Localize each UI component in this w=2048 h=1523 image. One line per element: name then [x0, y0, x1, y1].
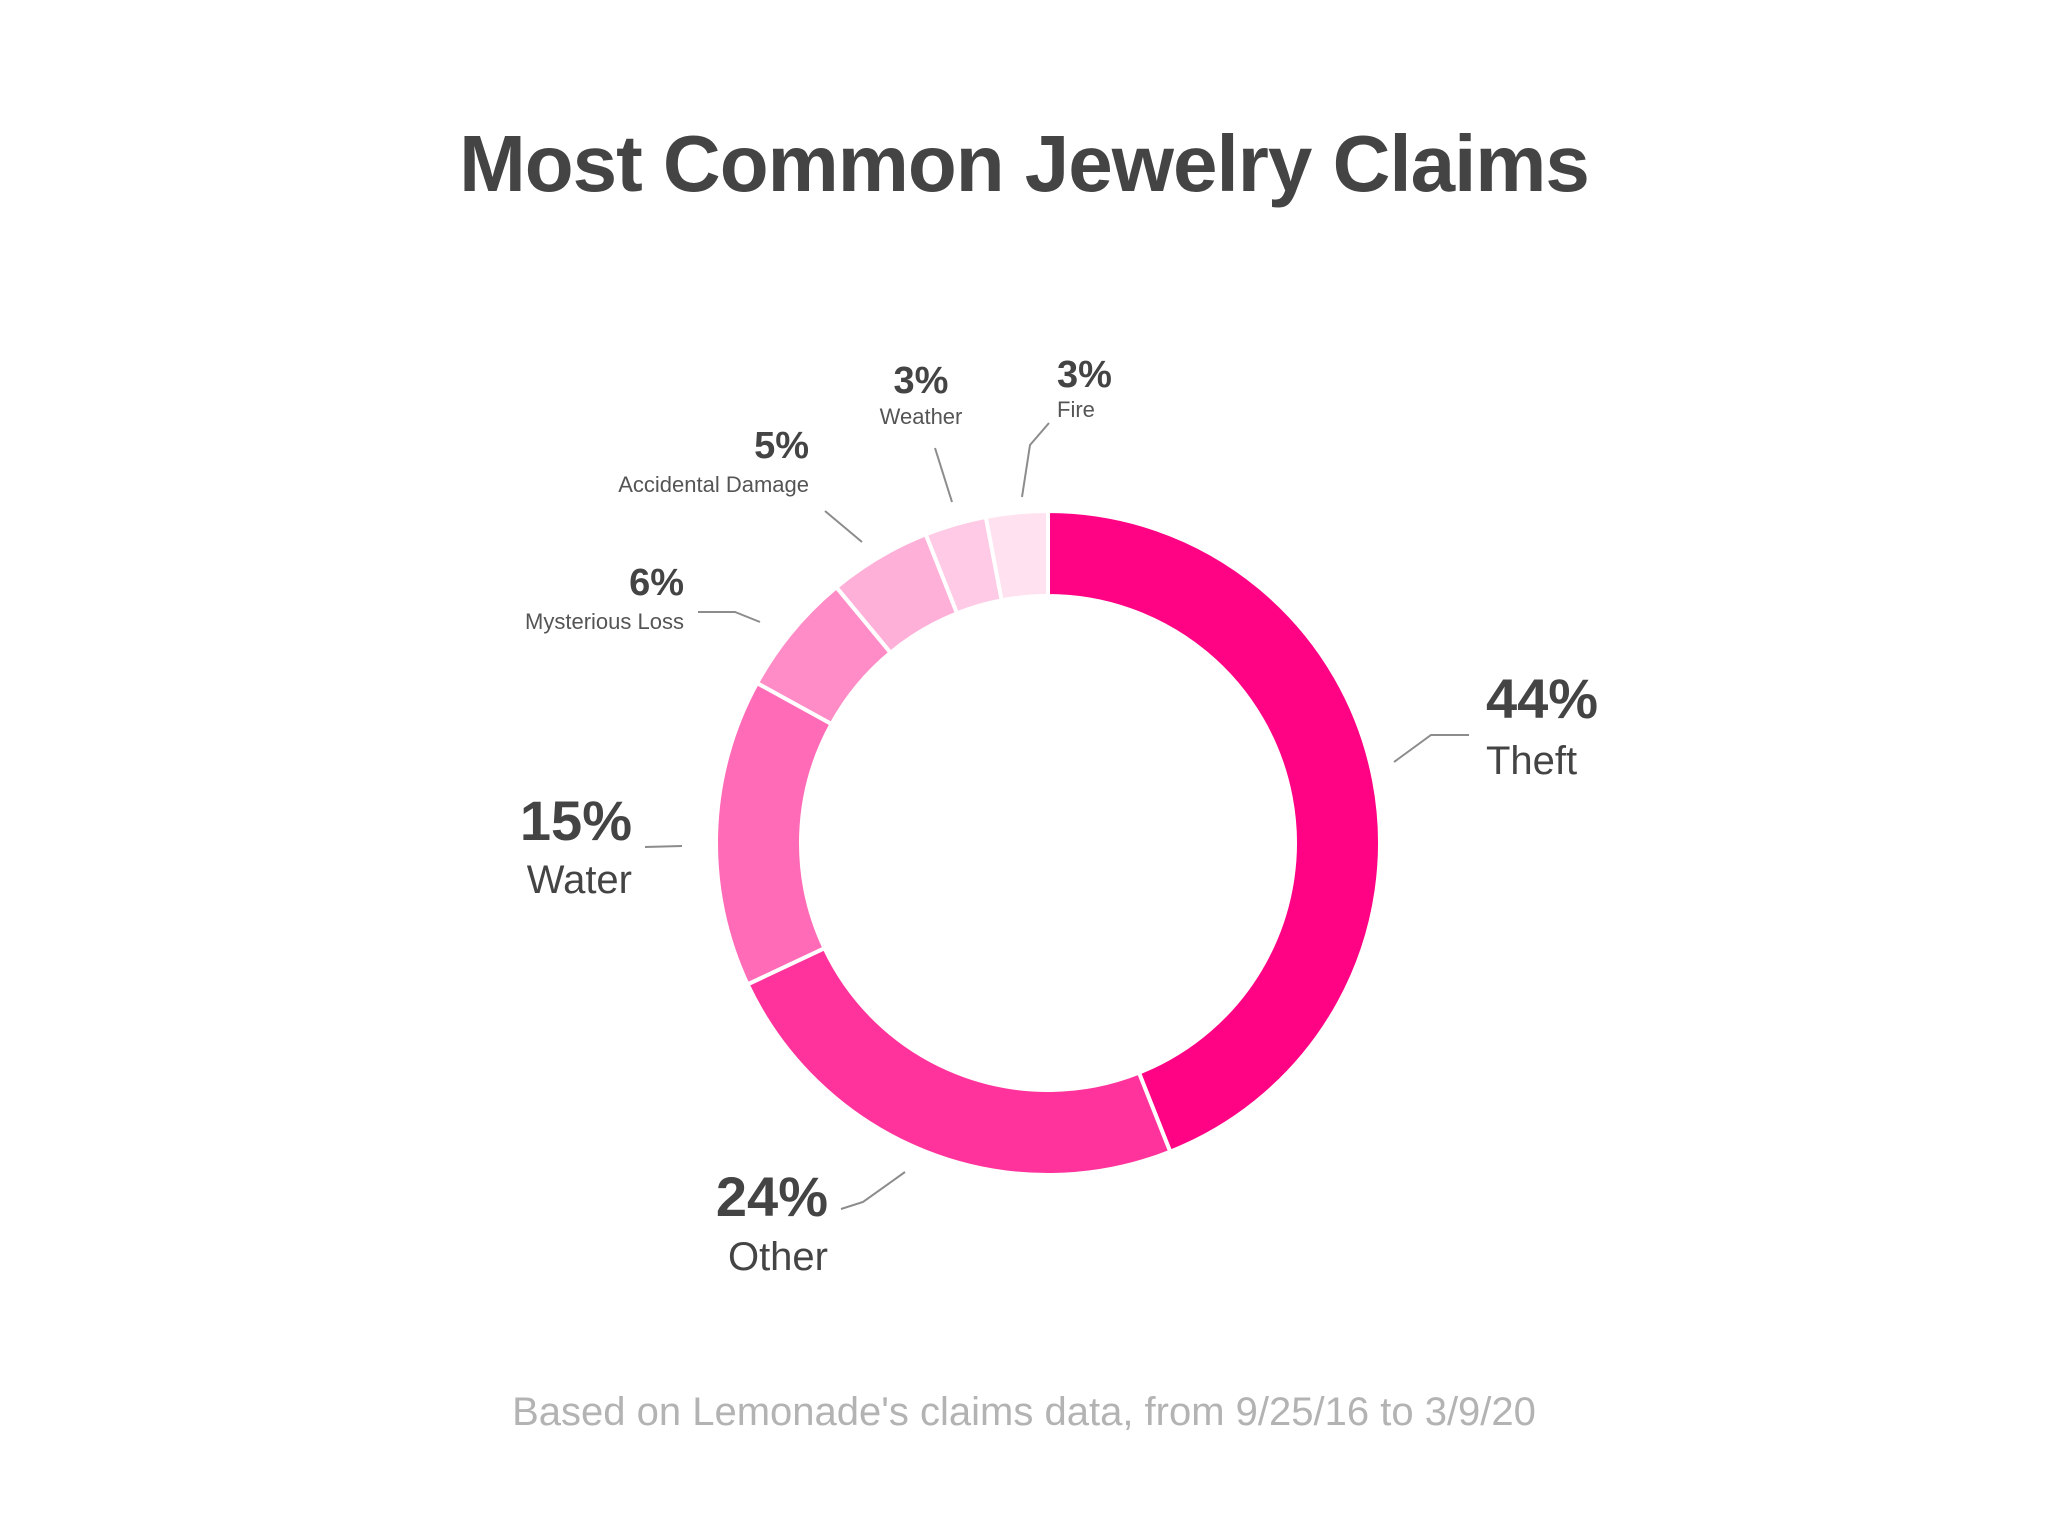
category-label-weather: Weather: [880, 404, 963, 429]
percent-label-theft: 44%: [1486, 667, 1598, 730]
category-label-fire: Fire: [1057, 397, 1095, 422]
slice-water: [714, 680, 835, 988]
category-label-mysterious-loss: Mysterious Loss: [525, 609, 684, 634]
percent-label-water: 15%: [520, 789, 632, 852]
category-label-other: Other: [728, 1235, 828, 1279]
slice-other: [744, 945, 1173, 1177]
leader-line-accidental-damage: [824, 510, 863, 543]
slice-theft: [1046, 508, 1382, 1155]
percent-label-accidental-damage: 5%: [754, 425, 809, 467]
category-label-accidental-damage: Accidental Damage: [618, 472, 809, 497]
slice-fire: [983, 508, 1050, 603]
category-label-theft: Theft: [1486, 739, 1577, 783]
leader-line-water: [644, 845, 683, 848]
chart-title: Most Common Jewelry Claims: [459, 119, 1590, 208]
percent-label-weather: 3%: [894, 360, 949, 402]
percent-label-other: 24%: [716, 1165, 828, 1228]
category-label-water: Water: [527, 858, 632, 902]
slice-labels: 44% Theft 24% Other 15% Water 6% Mysterious Los…: [520, 354, 1598, 1279]
leader-line-mysterious-loss: [698, 611, 761, 623]
leader-line-weather: [934, 447, 953, 503]
donut-slices: [714, 508, 1382, 1177]
leader-line-theft: [1393, 734, 1469, 763]
percent-label-mysterious-loss: 6%: [629, 562, 684, 604]
leader-line-other: [840, 1171, 906, 1210]
chart-footnote: Based on Lemonade's claims data, from 9/…: [512, 1390, 1536, 1434]
leader-line-fire: [1021, 422, 1050, 498]
percent-label-fire: 3%: [1057, 354, 1112, 396]
